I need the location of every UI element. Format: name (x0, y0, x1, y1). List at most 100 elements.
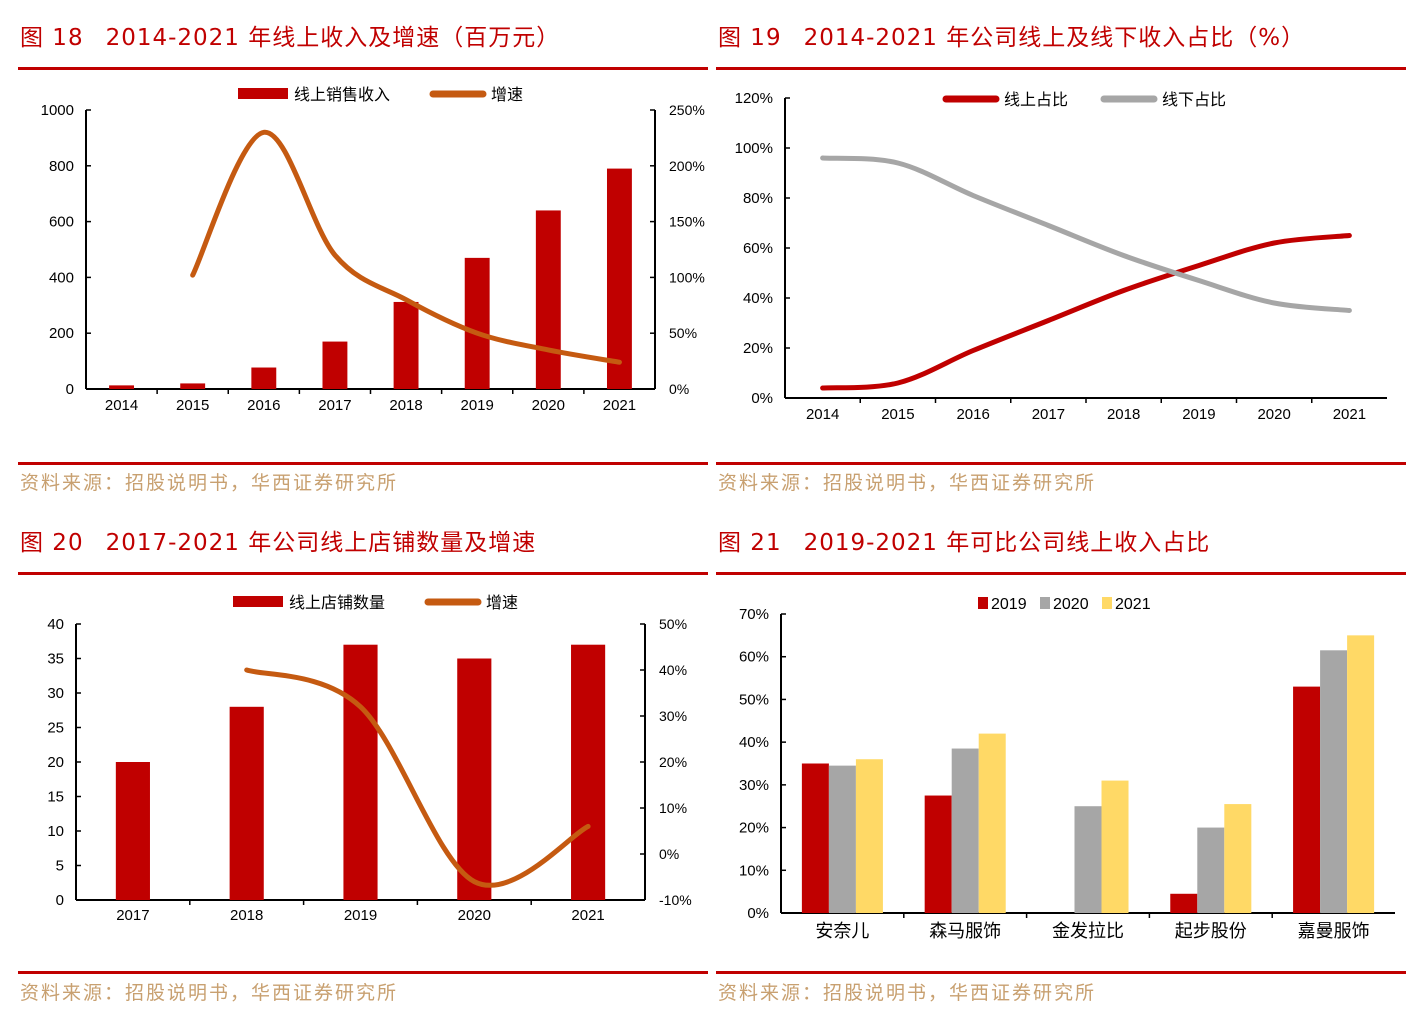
y2-tick-label: 150% (669, 214, 705, 230)
bar (343, 644, 378, 900)
bar-2019 (1170, 893, 1198, 913)
bar (457, 658, 492, 900)
x-tick-label: 2017 (1032, 406, 1065, 423)
legend-swatch (233, 596, 283, 607)
y-tick-label: 40% (739, 734, 769, 751)
figure-title-text: 2017-2021 年公司线上店铺数量及增速 (105, 530, 537, 556)
x-tick-label: 2017 (318, 397, 351, 414)
legend-label: 线上占比 (1004, 91, 1068, 109)
legend-label: 线下占比 (1162, 91, 1226, 109)
x-tick-label: 2020 (458, 907, 491, 924)
figure-title-text: 2014-2021 年公司线上及线下收入占比（%） (803, 25, 1306, 51)
bar-2021 (855, 759, 883, 913)
y-tick-label: 70% (739, 606, 769, 623)
line-growth (244, 667, 591, 888)
x-tick-label: 2020 (532, 397, 565, 414)
legend-label: 增速 (486, 594, 518, 612)
bar-2020 (1197, 827, 1225, 913)
y2-tick-label: 0% (659, 846, 679, 862)
bar-2019 (801, 763, 829, 913)
legend-swatch (978, 597, 988, 609)
bar (464, 257, 490, 389)
source-rule (18, 971, 708, 974)
x-tick-label: 2019 (461, 397, 494, 414)
y-tick-label: 10 (47, 823, 64, 840)
figure-number: 图 19 (718, 25, 782, 51)
y2-tick-label: 20% (659, 754, 687, 770)
legend-label: 线上销售收入 (294, 86, 390, 104)
y-tick-label: 40% (743, 290, 773, 307)
legend-label: 增速 (491, 86, 523, 104)
source-rule (716, 971, 1406, 974)
x-tick-label: 2017 (116, 907, 149, 924)
figure-title-text: 2019-2021 年可比公司线上收入占比 (803, 530, 1211, 556)
y-tick-label: 80% (743, 190, 773, 207)
x-tick-label: 2015 (881, 406, 914, 423)
figure-number: 图 20 (20, 530, 84, 556)
y-tick-label: 25 (47, 720, 64, 737)
y-tick-label: 0 (56, 892, 64, 909)
x-tick-label: 2021 (571, 907, 604, 924)
source-note: 资料来源：招股说明书，华西证券研究所 (20, 472, 399, 494)
x-tick-label: 2019 (344, 907, 377, 924)
x-tick-label: 2020 (1257, 406, 1290, 423)
y2-tick-label: 50% (659, 616, 687, 632)
bar (535, 210, 561, 389)
y-tick-label: 200 (49, 325, 74, 342)
source-rule (18, 462, 708, 465)
bar-2019 (1293, 686, 1321, 913)
line-0 (820, 233, 1352, 391)
y2-tick-label: 100% (669, 269, 705, 285)
x-tick-label: 2018 (389, 397, 422, 414)
x-tick-label: 2016 (247, 397, 280, 414)
x-tick-label: 2021 (603, 397, 636, 414)
y2-tick-label: -10% (659, 892, 692, 908)
x-tick-label: 2016 (956, 406, 989, 423)
y-tick-label: 20 (47, 754, 64, 771)
x-tick-label: 2015 (176, 397, 209, 414)
y-tick-label: 20% (739, 820, 769, 837)
source-note: 资料来源：招股说明书，华西证券研究所 (718, 982, 1097, 1004)
bar (229, 706, 264, 900)
bar (251, 367, 277, 389)
y2-tick-label: 200% (669, 158, 705, 174)
bar-2020 (1074, 806, 1102, 913)
y-tick-label: 35 (47, 651, 64, 668)
figure-number: 图 18 (20, 25, 84, 51)
bar-2021 (978, 733, 1006, 913)
y2-tick-label: 40% (659, 662, 687, 678)
y2-tick-label: 250% (669, 102, 705, 118)
x-tick-label: 安奈儿 (815, 921, 869, 941)
figure-title: 图 20 2017-2021 年公司线上店铺数量及增速 (20, 523, 536, 557)
source-rule (716, 462, 1406, 465)
y-tick-label: 0% (751, 390, 773, 407)
y-tick-label: 800 (49, 158, 74, 175)
figure-title-text: 2014-2021 年线上收入及增速（百万元） (105, 25, 561, 51)
line-growth (190, 129, 622, 365)
legend-label: 2020 (1053, 596, 1089, 613)
y2-tick-label: 0% (669, 381, 689, 397)
y-tick-label: 60% (739, 649, 769, 666)
y-tick-label: 10% (739, 862, 769, 879)
bar-2020 (951, 748, 979, 913)
bar (322, 341, 348, 389)
legend-swatch (1040, 597, 1050, 609)
source-note: 资料来源：招股说明书，华西证券研究所 (20, 982, 399, 1004)
y-tick-label: 1000 (41, 102, 74, 119)
legend-label: 2021 (1115, 596, 1151, 613)
x-tick-label: 起步股份 (1175, 921, 1247, 941)
y-tick-label: 400 (49, 269, 74, 286)
bar (115, 762, 150, 900)
x-tick-label: 2018 (230, 907, 263, 924)
y-tick-label: 30 (47, 685, 64, 702)
legend-swatch (238, 88, 288, 99)
figure-title: 图 21 2019-2021 年可比公司线上收入占比 (718, 523, 1210, 557)
x-tick-label: 森马服饰 (929, 921, 1001, 941)
x-tick-label: 嘉曼服饰 (1298, 921, 1370, 941)
bar-2019 (924, 795, 952, 913)
chart-18: 0 200 400 600 800 1000 0% 50% 100% 150% 200% 250% 20… (41, 86, 705, 414)
title-rule (18, 572, 708, 575)
title-rule (716, 572, 1406, 575)
figure-title: 图 19 2014-2021 年公司线上及线下收入占比（%） (718, 18, 1305, 52)
bar (606, 168, 632, 389)
